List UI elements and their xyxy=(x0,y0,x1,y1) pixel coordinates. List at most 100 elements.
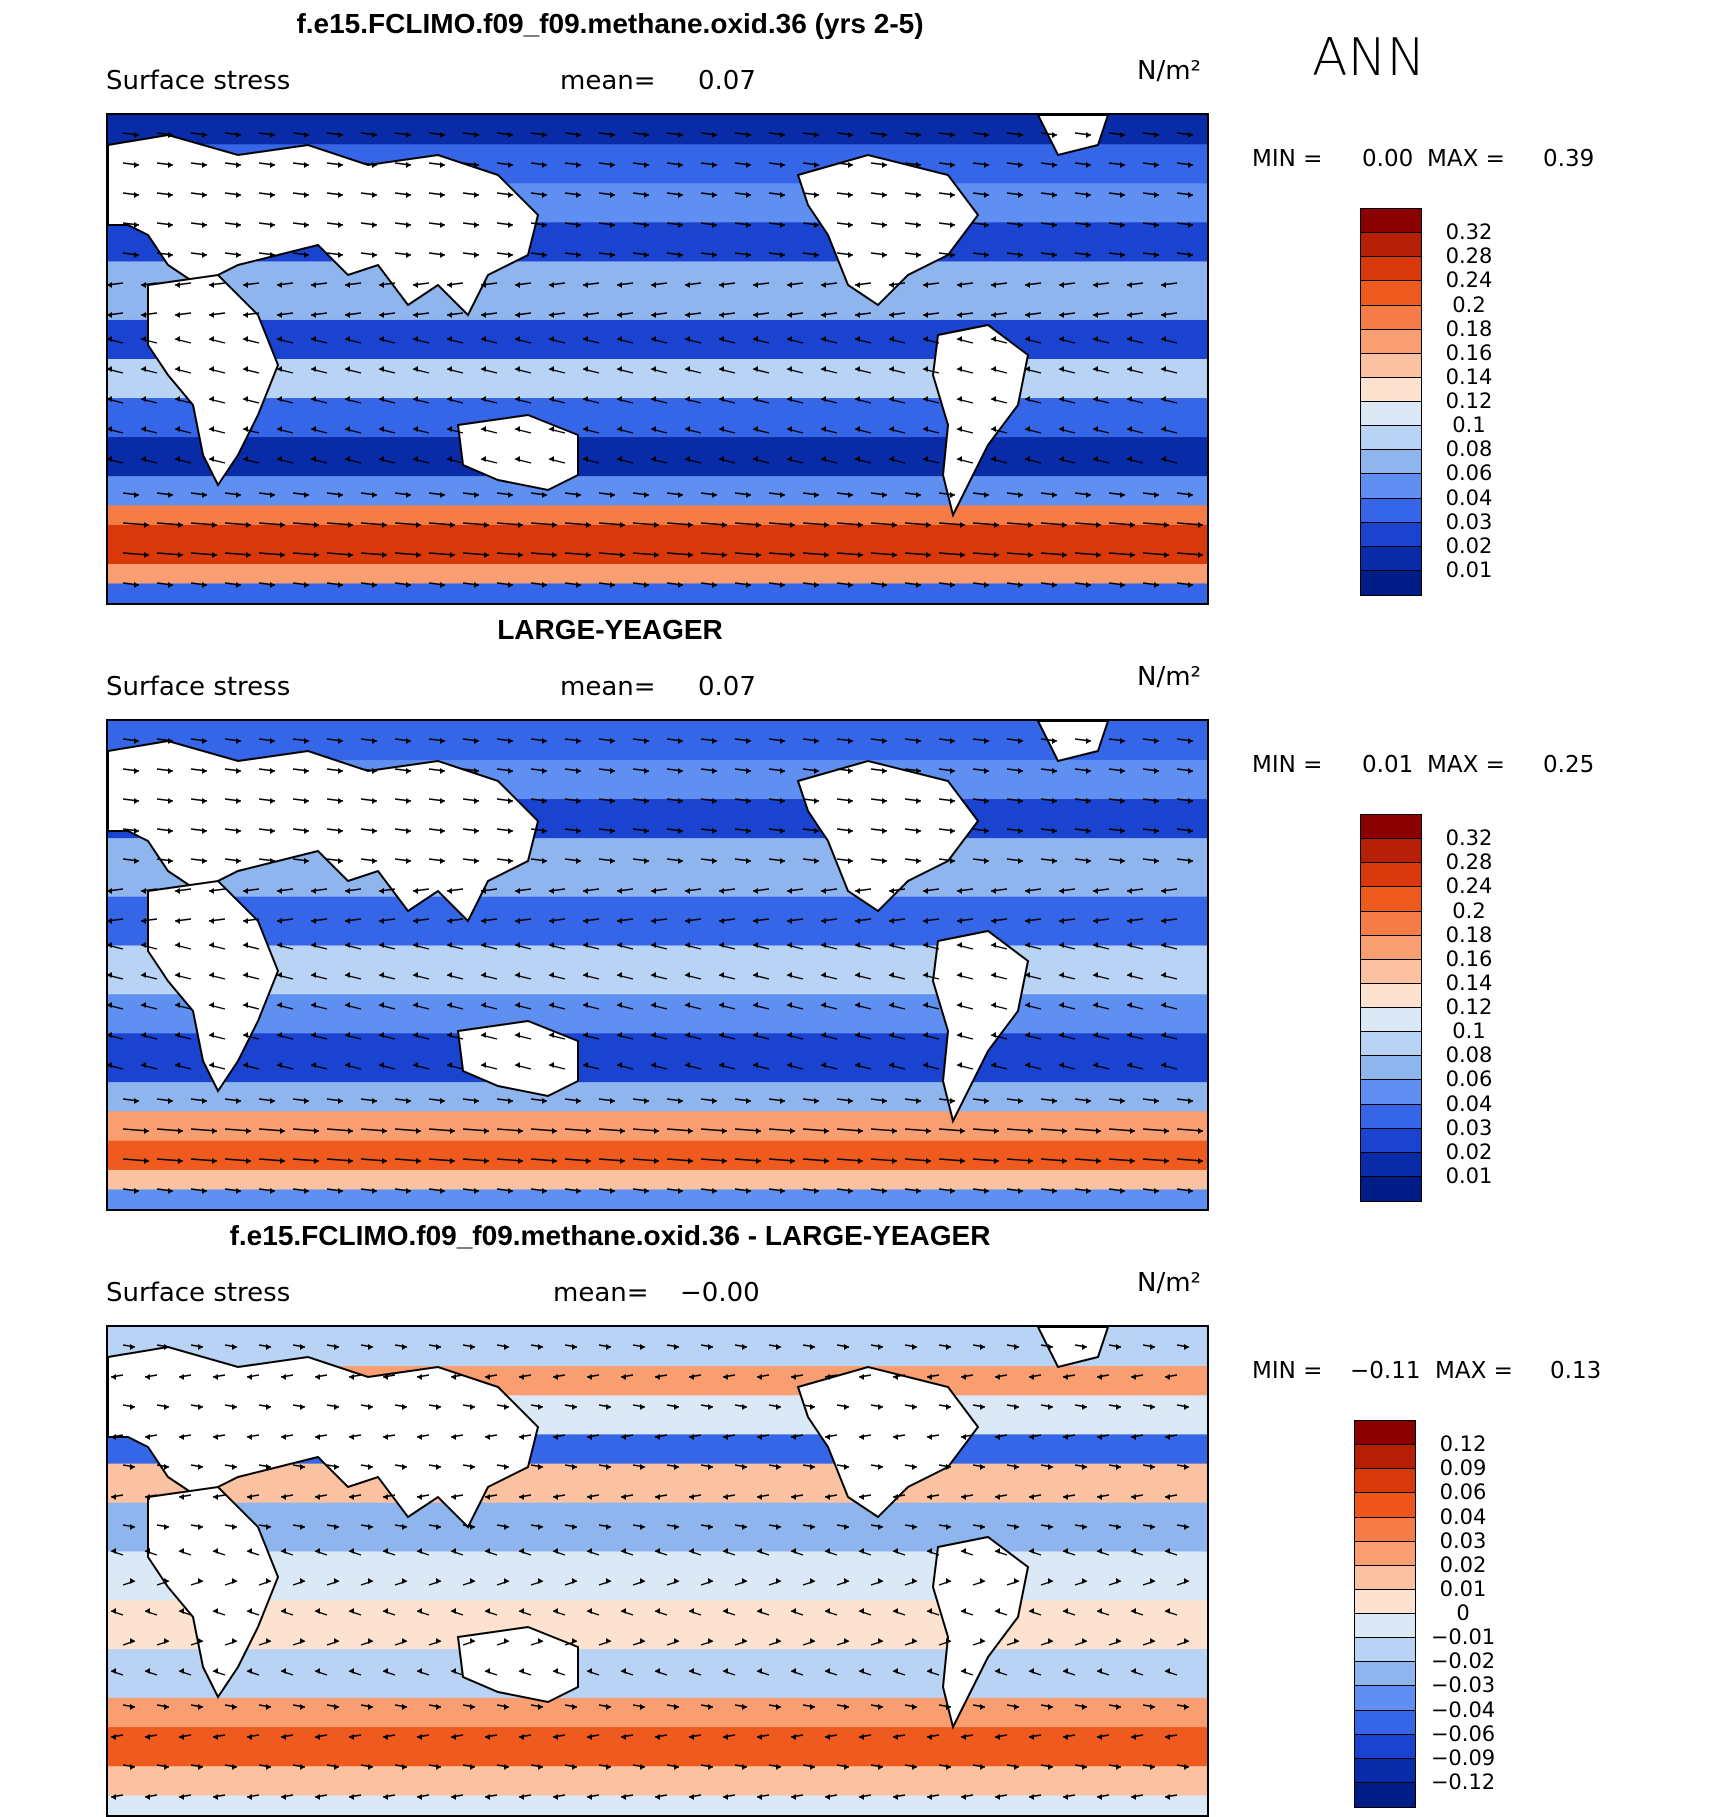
stress-vector-head xyxy=(621,1494,626,1500)
stress-vector-head xyxy=(991,366,996,372)
stress-vector-head xyxy=(440,828,445,834)
stress-vector-head xyxy=(470,1578,475,1584)
colorbar-tick-label: 0.08 xyxy=(1445,1043,1493,1068)
stress-vector-head xyxy=(130,1404,135,1410)
stress-vector-head xyxy=(311,282,316,288)
stress-vector-head xyxy=(995,1608,1000,1614)
stress-vector-head xyxy=(270,768,275,774)
stress-vector-head xyxy=(1025,396,1030,402)
stress-vector-head xyxy=(1131,1548,1136,1554)
stress-vector-head xyxy=(515,918,520,924)
stress-vector-head xyxy=(232,1344,237,1350)
stress-vector-head xyxy=(553,1608,558,1614)
stress-vector-head xyxy=(338,738,343,744)
stress-vector-head xyxy=(1165,1734,1170,1740)
stress-vector-head xyxy=(610,582,615,588)
stress-vector-head xyxy=(198,1464,203,1470)
stress-vector-head xyxy=(450,522,455,528)
stress-vector-head xyxy=(1164,522,1169,528)
stress-vector-head xyxy=(130,1638,135,1644)
stress-vector-head xyxy=(1184,1764,1189,1770)
stress-vector-head xyxy=(912,1404,917,1410)
stress-vector-head xyxy=(746,858,751,864)
stress-vector-head xyxy=(202,162,207,168)
stress-vector-head xyxy=(1028,522,1033,528)
stress-vector-head xyxy=(689,1494,694,1500)
stress-vector-head xyxy=(995,1668,1000,1674)
stress-vector-head xyxy=(855,918,860,924)
stress-vector-head xyxy=(134,858,139,864)
stress-vector-head xyxy=(368,1404,373,1410)
stress-vector-head xyxy=(1161,942,1166,948)
stress-vector-head xyxy=(379,1002,384,1008)
stress-vector-head xyxy=(549,1002,554,1008)
stress-vector-head xyxy=(1059,282,1064,288)
colorbar-tick-label: 0.12 xyxy=(1445,389,1493,413)
colorbar-swatch xyxy=(1361,522,1421,547)
stress-vector-head xyxy=(756,522,761,528)
stress-vector-head xyxy=(108,888,112,894)
stress-vector-head xyxy=(474,192,479,198)
stress-vector-head xyxy=(644,192,649,198)
colorbar-swatch xyxy=(1355,1565,1415,1590)
stress-vector-head xyxy=(576,132,581,138)
stress-vector-head xyxy=(383,1434,388,1440)
stress-vector-head xyxy=(655,1608,660,1614)
stress-vector-head xyxy=(481,888,486,894)
stress-vector-head xyxy=(780,1188,785,1194)
stress-vector-head xyxy=(175,1032,180,1038)
stress-vector-head xyxy=(1188,1098,1193,1104)
stress-vector-head xyxy=(787,1032,792,1038)
stress-vector-head xyxy=(814,222,819,228)
colorbar-swatch xyxy=(1355,1445,1415,1470)
stress-vector-head xyxy=(209,366,214,372)
panel-1-min-label: MIN = xyxy=(1252,146,1323,172)
stress-vector-head xyxy=(882,768,887,774)
stress-vector-head xyxy=(314,522,319,528)
continent-outline xyxy=(147,879,280,1093)
stress-vector-head xyxy=(144,1158,149,1164)
stress-vector-head xyxy=(855,336,860,342)
stress-vector-head xyxy=(583,972,588,978)
stress-vector-head xyxy=(1086,162,1091,168)
stress-vector-head xyxy=(334,1464,339,1470)
stress-vector-head xyxy=(621,1734,626,1740)
stress-vector-head xyxy=(586,1158,591,1164)
stress-vector-head xyxy=(644,768,649,774)
stress-vector-head xyxy=(674,1464,679,1470)
stress-vector-head xyxy=(1127,1002,1132,1008)
stress-vector-head xyxy=(368,1344,373,1350)
stress-vector-head xyxy=(447,312,452,318)
stress-vector-head xyxy=(719,972,724,978)
stress-vector-head xyxy=(175,366,180,372)
stress-vector-head xyxy=(776,1638,781,1644)
colorbar-tick-label: 0.24 xyxy=(1445,268,1493,293)
stress-vector-head xyxy=(980,1764,985,1770)
stress-vector-head xyxy=(338,192,343,198)
stress-vector-head xyxy=(844,1638,849,1644)
stress-vector-head xyxy=(723,1668,728,1674)
stress-vector-head xyxy=(882,582,887,588)
panel-2-mean-label: mean= xyxy=(560,672,656,702)
stress-vector-head xyxy=(1130,552,1135,558)
stress-vector-head xyxy=(689,1668,694,1674)
stress-vector-head xyxy=(1184,1578,1189,1584)
stress-vector-head xyxy=(243,426,248,432)
stress-vector-head xyxy=(855,942,860,948)
stress-vector-head xyxy=(416,552,421,558)
stress-vector-head xyxy=(1116,1578,1121,1584)
colorbar-tick-label: 0.02 xyxy=(1445,1139,1493,1164)
stress-vector-head xyxy=(678,858,683,864)
stress-vector-head xyxy=(651,1062,656,1068)
stress-vector-head xyxy=(651,426,656,432)
stress-vector-head xyxy=(508,1188,513,1194)
stress-vector-head xyxy=(780,132,785,138)
stress-vector-head xyxy=(474,738,479,744)
stress-vector-head xyxy=(1086,252,1091,258)
stress-vector-head xyxy=(984,768,989,774)
stress-vector-head xyxy=(688,1128,693,1134)
stress-vector-head xyxy=(168,768,173,774)
stress-vector-head xyxy=(1120,492,1125,498)
stress-vector-head xyxy=(1127,366,1132,372)
stress-vector-head xyxy=(712,1188,717,1194)
